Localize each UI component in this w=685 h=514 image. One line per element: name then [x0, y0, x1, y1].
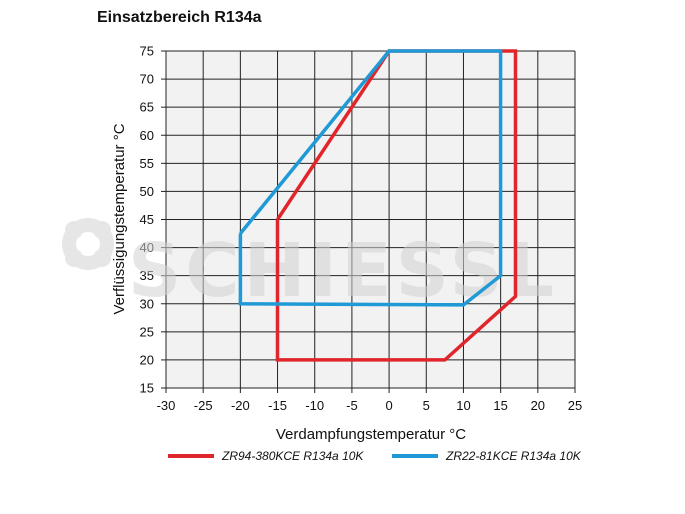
legend-label-zr94: ZR94-380KCE R134a 10K — [221, 449, 364, 463]
y-tick-label: 65 — [140, 100, 154, 115]
y-tick-label: 15 — [140, 381, 154, 396]
y-axis-label: Verflüssigungstemperatur °C — [111, 123, 128, 314]
schiessl-logo-icon — [62, 218, 114, 270]
legend-label-zr22: ZR22-81KCE R134a 10K — [445, 449, 582, 463]
x-tick-label: 15 — [493, 398, 507, 413]
x-tick-label: -10 — [305, 398, 324, 413]
legend: ZR94-380KCE R134a 10K ZR22-81KCE R134a 1… — [168, 449, 582, 463]
x-tick-label: 10 — [456, 398, 470, 413]
y-tick-label: 35 — [140, 268, 154, 283]
x-axis-label: Verdampfungstemperatur °C — [276, 426, 466, 443]
x-tick-label: 25 — [568, 398, 582, 413]
y-tick-label: 60 — [140, 128, 154, 143]
x-tick-label: 20 — [531, 398, 545, 413]
y-tick-label: 50 — [140, 184, 154, 199]
series-line-1 — [238, 49, 503, 307]
x-tick-labels: -30 -25 -20 -15 -10 -5 0 5 10 15 20 25 — [157, 398, 583, 413]
x-tick-label: -30 — [157, 398, 176, 413]
y-tick-label: 75 — [140, 44, 154, 59]
y-tick-label: 25 — [140, 324, 154, 339]
y-tick-label: 70 — [140, 72, 154, 87]
watermark: SCHIESSL — [62, 218, 558, 314]
x-tick-label: -15 — [268, 398, 287, 413]
y-tick-label: 30 — [140, 296, 154, 311]
x-tick-label: -25 — [194, 398, 213, 413]
series — [238, 49, 518, 362]
chart-title: Einsatzbereich R134a — [97, 9, 262, 26]
y-tick-label: 55 — [140, 156, 154, 171]
y-tick-label: 45 — [140, 212, 154, 227]
watermark-text: SCHIESSL — [128, 228, 558, 314]
y-tick-label: 20 — [140, 352, 154, 367]
x-tick-label: -5 — [346, 398, 358, 413]
y-tick-labels: 15 20 25 30 35 40 45 50 55 60 65 70 75 — [140, 44, 154, 396]
x-tick-label: -20 — [231, 398, 250, 413]
x-tick-label: 5 — [423, 398, 430, 413]
y-tick-label: 40 — [140, 240, 154, 255]
x-tick-label: 0 — [385, 398, 392, 413]
